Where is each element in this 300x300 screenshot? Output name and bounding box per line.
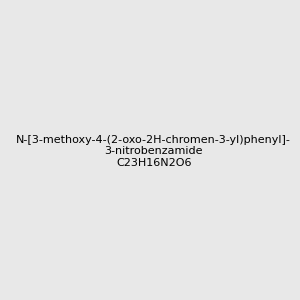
Text: N-[3-methoxy-4-(2-oxo-2H-chromen-3-yl)phenyl]-
3-nitrobenzamide
C23H16N2O6: N-[3-methoxy-4-(2-oxo-2H-chromen-3-yl)ph… <box>16 135 291 168</box>
